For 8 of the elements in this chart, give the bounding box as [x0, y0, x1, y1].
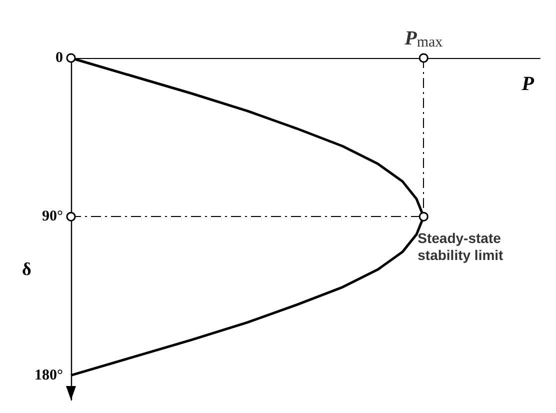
annotation: Steady-state stability limit [418, 230, 505, 264]
text: P [522, 73, 534, 95]
y-axis-title: δ [22, 259, 32, 279]
x-axis-title: P [404, 28, 418, 50]
text: max [416, 34, 443, 50]
y-tick-label: 0 [56, 50, 63, 66]
y-tick-label: 180° [34, 367, 63, 384]
y-tick-label: 90° [42, 208, 63, 225]
